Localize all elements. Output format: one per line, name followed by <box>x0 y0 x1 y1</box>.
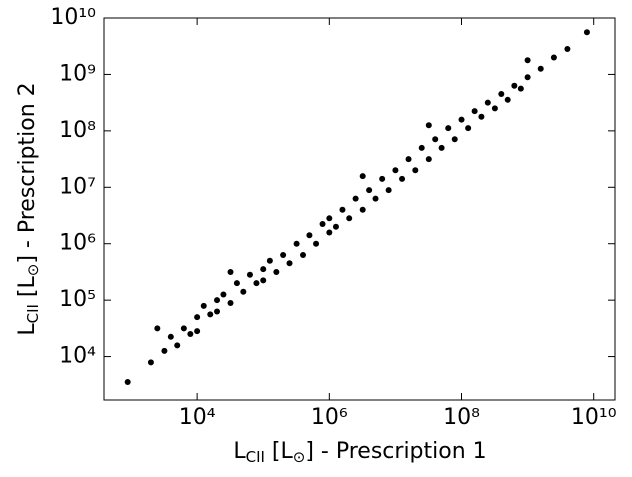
point <box>286 260 293 267</box>
point <box>167 333 174 340</box>
point <box>445 125 452 132</box>
point <box>359 206 366 213</box>
point <box>478 113 485 120</box>
point <box>147 359 154 366</box>
y-label-part: L <box>15 323 40 336</box>
y-tick-label: 10⁸ <box>59 118 96 143</box>
x-label-part: ] - Prescription 1 <box>305 439 486 464</box>
point <box>266 257 273 264</box>
point <box>240 288 247 295</box>
point <box>319 220 326 227</box>
point <box>465 125 472 132</box>
point <box>425 122 432 129</box>
point <box>583 29 590 36</box>
point <box>326 229 333 236</box>
x-label-part: ⊙ <box>293 448 306 466</box>
point <box>194 328 201 335</box>
point <box>161 347 168 354</box>
point <box>207 311 214 318</box>
y-tick-label: 10⁷ <box>59 174 96 199</box>
point <box>180 325 187 332</box>
point <box>517 85 524 92</box>
x-axis-label: LCII [L⊙] - Prescription 1 <box>233 439 486 466</box>
point <box>260 266 267 273</box>
y-tick-label: 10⁴ <box>59 344 96 369</box>
point <box>227 268 234 275</box>
y-axis-label: LCII [L⊙] - Prescription 2 <box>15 82 42 335</box>
point <box>511 82 518 89</box>
point <box>214 297 221 304</box>
point <box>372 195 379 202</box>
y-tick-label: 10¹⁰ <box>50 5 96 30</box>
point <box>392 167 399 174</box>
point <box>293 240 300 247</box>
y-label-part: ⊙ <box>24 264 42 277</box>
point <box>359 173 366 180</box>
point <box>280 252 287 259</box>
point <box>484 99 491 106</box>
y-tick-label: 10⁶ <box>59 231 96 256</box>
y-label-part: ] - Prescription 2 <box>15 82 40 263</box>
point <box>260 277 267 284</box>
point <box>233 280 240 287</box>
point <box>352 195 359 202</box>
point <box>326 215 333 222</box>
point <box>187 331 194 338</box>
point <box>273 268 280 275</box>
point <box>253 280 260 287</box>
x-tick-label: 10⁴ <box>179 405 216 430</box>
point <box>194 314 201 321</box>
point <box>174 342 181 349</box>
point <box>385 187 392 194</box>
point <box>524 74 531 81</box>
point <box>412 167 419 174</box>
point <box>366 187 373 194</box>
point <box>300 252 307 259</box>
point <box>332 223 339 230</box>
point <box>154 325 161 332</box>
x-tick-label: 10⁶ <box>311 405 348 430</box>
point <box>306 232 313 239</box>
x-label-part: L <box>233 439 246 464</box>
point <box>458 116 465 123</box>
y-tick-label: 10⁵ <box>59 287 96 312</box>
point <box>550 54 557 61</box>
point <box>537 65 544 72</box>
point <box>498 90 505 97</box>
point <box>346 215 353 222</box>
point <box>564 46 571 53</box>
x-tick-label: 10⁸ <box>443 405 480 430</box>
point <box>313 240 320 247</box>
y-label-part: [L <box>15 275 40 304</box>
point <box>524 57 531 64</box>
plot-frame <box>103 17 616 401</box>
point <box>504 96 511 103</box>
point <box>471 108 478 115</box>
x-label-part: [L <box>265 439 294 464</box>
x-tick-label: 10¹⁰ <box>571 405 617 430</box>
point <box>339 206 346 213</box>
point <box>418 144 425 151</box>
point <box>246 271 253 278</box>
point <box>220 291 227 298</box>
point <box>227 300 234 307</box>
point <box>124 378 131 385</box>
point <box>438 144 445 151</box>
point <box>214 308 221 315</box>
point <box>200 302 207 309</box>
point <box>491 105 498 112</box>
point <box>425 156 432 163</box>
point <box>379 175 386 182</box>
y-label-part: CII <box>24 304 42 323</box>
x-label-part: CII <box>246 448 265 466</box>
point <box>451 136 458 143</box>
point <box>405 156 412 163</box>
y-tick-label: 10⁹ <box>59 61 96 86</box>
point <box>399 175 406 182</box>
point <box>432 136 439 143</box>
